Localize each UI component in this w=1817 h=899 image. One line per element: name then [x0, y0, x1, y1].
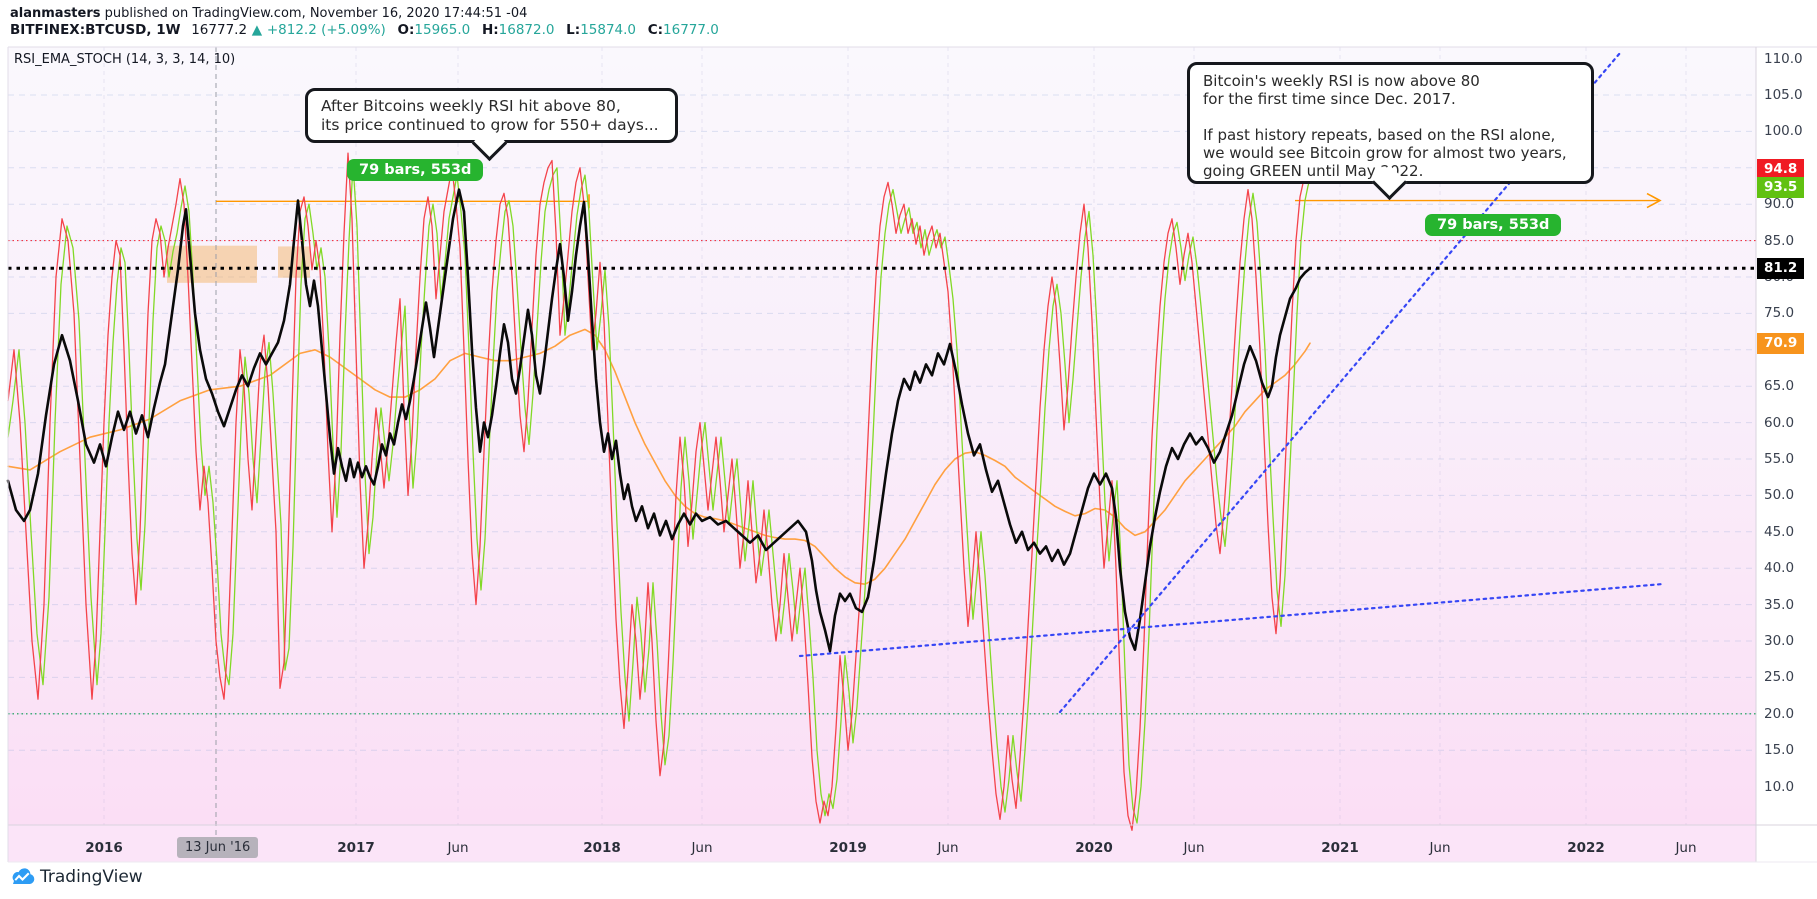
publish-byline: alanmasters published on TradingView.com… [10, 6, 527, 21]
callout-rsi-now[interactable]: Bitcoin's weekly RSI is now above 80 for… [1187, 62, 1594, 184]
y-axis-label: 110.0 [1764, 50, 1803, 67]
author-name[interactable]: alanmasters [10, 6, 101, 21]
callout2-line: we would see Bitcoin grow for almost two… [1203, 144, 1567, 162]
x-axis-label: Jun [1183, 840, 1205, 856]
indicator-title[interactable]: RSI_EMA_STOCH (14, 3, 3, 14, 10) [14, 52, 236, 67]
measure-badge-2016[interactable]: 79 bars, 553d [347, 159, 484, 181]
callout1-line2: its price continued to grow for 550+ day… [321, 115, 659, 134]
y-axis-label: 100.0 [1764, 123, 1803, 140]
y-axis-label: 60.0 [1764, 414, 1795, 431]
x-axis-label: Jun [447, 840, 469, 856]
y-axis-label: 55.0 [1764, 451, 1795, 467]
callout2-line: for the first time since Dec. 2017. [1203, 90, 1456, 108]
x-axis-label: 2017 [337, 840, 375, 856]
callout2-line: If past history repeats, based on the RS… [1203, 126, 1556, 144]
callout2-line: Bitcoin's weekly RSI is now above 80 [1203, 72, 1480, 90]
close-label: C: [647, 22, 664, 38]
measure-rays[interactable] [216, 192, 1662, 209]
x-axis-label: 2018 [583, 840, 621, 856]
high-value: 16872.0 [498, 22, 555, 38]
callout2-line: going GREEN until May 2022. [1203, 162, 1424, 180]
tradingview-logo[interactable] [8, 865, 36, 893]
ray-arrow-head [1646, 192, 1662, 209]
x-axis-label: Jun [1675, 840, 1697, 856]
y-axis-label: 30.0 [1764, 633, 1795, 649]
callout1-line1: After Bitcoins weekly RSI hit above 80, [321, 97, 621, 115]
x-axis-label: 2016 [85, 840, 123, 856]
close-value: 16777.0 [663, 22, 719, 38]
price-badge-94.8: 94.8 [1757, 159, 1804, 180]
y-axis-label: 50.0 [1764, 487, 1795, 504]
symbol-name[interactable]: BITFINEX:BTCUSD, 1W [10, 22, 181, 38]
shallow-support-trendline[interactable] [798, 582, 1665, 658]
byline-text: published on TradingView.com, November 1… [100, 6, 528, 21]
y-axis-label: 45.0 [1764, 523, 1795, 540]
ema-line [7, 328, 1311, 585]
x-axis-label: Jun [691, 840, 713, 856]
y-axis-label: 75.0 [1764, 305, 1795, 322]
y-axis-label: 25.0 [1764, 669, 1795, 686]
measure-badge-2020[interactable]: 79 bars, 553d [1425, 214, 1562, 236]
y-axis-label: 10.0 [1764, 778, 1795, 795]
x-axis-label: 2022 [1567, 840, 1605, 856]
open-value: 15965.0 [414, 22, 471, 38]
time-axis-strip[interactable] [8, 825, 1756, 862]
y-axis-label: 35.0 [1764, 596, 1795, 613]
low-label: L: [566, 22, 581, 38]
y-axis-label: 90.0 [1764, 196, 1795, 213]
x-axis-label: Jun [937, 840, 959, 856]
event-marker-label: 13 Jun '16 [177, 837, 259, 858]
y-axis-label: 20.0 [1764, 705, 1795, 722]
price-change: +812.2 (+5.09%) [266, 22, 386, 38]
callout-rsi-history[interactable]: After Bitcoins weekly RSI hit above 80, … [305, 88, 678, 143]
y-axis-label: 15.0 [1764, 742, 1795, 759]
x-axis-label: Jun [1429, 840, 1451, 856]
high-label: H: [481, 22, 499, 38]
stoch-k-line [7, 152, 1311, 831]
pane-borders [7, 46, 1817, 863]
last-price: 16777.2 [191, 22, 248, 38]
up-arrow-icon: ▲ [251, 22, 263, 38]
rsi-above-80-box[interactable] [167, 245, 257, 283]
x-axis-label: 2019 [829, 840, 867, 856]
rsi-line [6, 188, 1312, 653]
y-axis-label: 105.0 [1764, 87, 1803, 103]
indicator-series [6, 152, 1312, 831]
stoch-d-line [7, 163, 1311, 824]
tradingview-cloud-icon [12, 868, 35, 884]
low-value: 15874.0 [580, 22, 637, 38]
price-badge-81.2: 81.2 [1757, 258, 1804, 279]
y-axis-label: 40.0 [1764, 560, 1795, 577]
y-axis-label: 85.0 [1764, 232, 1795, 249]
price-badge-70.9: 70.9 [1757, 333, 1804, 354]
watermark-text[interactable]: TradingView [40, 867, 143, 887]
open-label: O: [397, 22, 415, 38]
symbol-info-bar: BITFINEX:BTCUSD, 1W 16777.2 ▲ +812.2 (+5… [10, 22, 719, 38]
level-lines [8, 240, 1756, 715]
x-axis-label: 2021 [1321, 840, 1359, 856]
price-badge-93.5: 93.5 [1757, 177, 1804, 198]
y-axis-label: 65.0 [1764, 378, 1795, 395]
x-axis-label: 2020 [1075, 840, 1113, 856]
